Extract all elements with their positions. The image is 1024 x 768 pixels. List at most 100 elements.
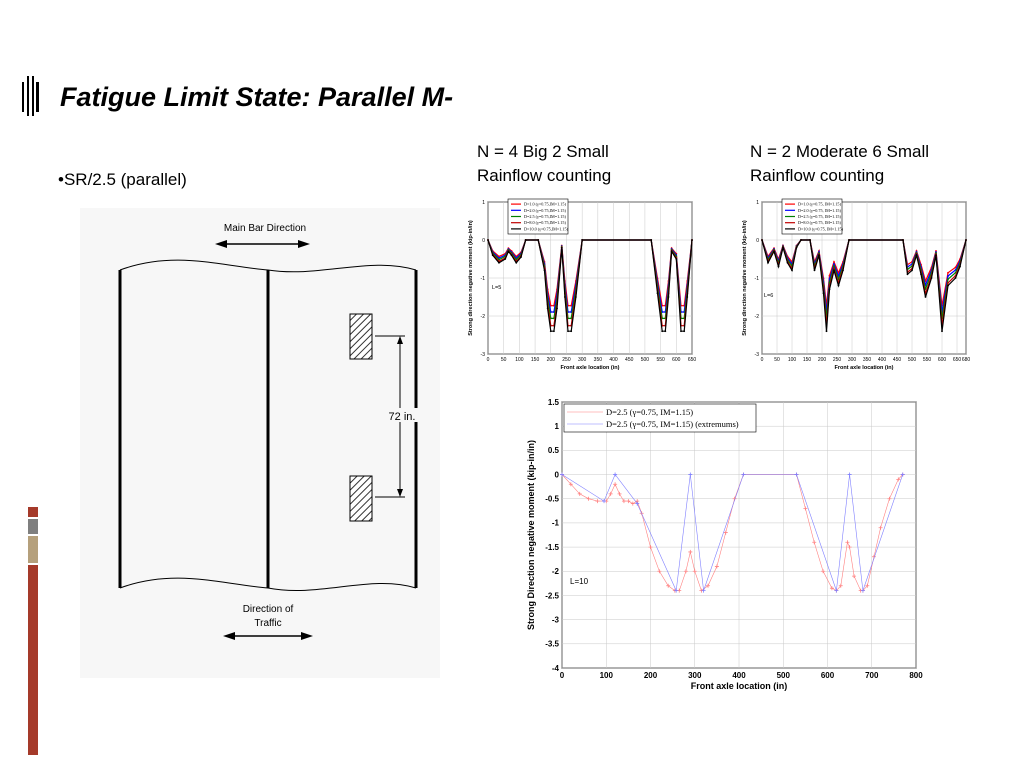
title-bar-ornament xyxy=(22,76,39,116)
y-tick-label: 0.5 xyxy=(548,446,560,455)
series-point xyxy=(777,265,780,268)
x-tick-label: 650 xyxy=(953,357,962,363)
series-point xyxy=(812,540,817,545)
y-tick-label: -1.5 xyxy=(545,543,559,552)
accent-block-2 xyxy=(28,519,38,534)
series-point xyxy=(586,496,591,501)
series-point xyxy=(553,330,555,333)
y-tick-label: -2 xyxy=(481,314,486,320)
series-point xyxy=(621,499,626,504)
y-tick-label: -0.5 xyxy=(545,495,559,504)
series-point xyxy=(688,549,693,554)
series-point xyxy=(791,269,793,272)
series-point xyxy=(847,472,852,477)
x-tick-label: 350 xyxy=(594,357,603,363)
series-point xyxy=(667,296,670,298)
y-tick-label: -3 xyxy=(552,615,560,624)
series-point xyxy=(845,540,850,545)
series-point xyxy=(487,239,489,241)
x-tick-label: 100 xyxy=(788,357,797,363)
series-point xyxy=(714,564,719,569)
x-tick-label: 350 xyxy=(863,357,872,363)
series-point xyxy=(664,330,667,333)
series-point xyxy=(537,239,540,241)
main-bar-direction-label: Main Bar Direction xyxy=(224,223,306,234)
series-point xyxy=(833,265,835,268)
series-point xyxy=(683,569,688,574)
series-point xyxy=(813,269,816,272)
y-tick-label: 1 xyxy=(555,422,560,431)
series-point xyxy=(947,275,949,277)
legend-entry: D=10.0 (γ=0.75, IM=1.15) xyxy=(798,226,844,232)
series-point xyxy=(567,330,569,333)
series-point xyxy=(670,250,673,253)
series-point xyxy=(549,330,552,333)
series-point xyxy=(581,239,584,241)
series-point xyxy=(741,472,746,477)
series-point xyxy=(675,258,678,260)
caption-right-line-2: Rainflow counting xyxy=(750,166,885,185)
x-tick-label: 550 xyxy=(923,357,932,363)
series-point xyxy=(809,239,811,241)
chart-l10: 0 100 200 300 400 500 600 700 800 1.5 1 0.5 0 -0.5 -1 -… xyxy=(526,398,923,691)
chart-legend: D=2.5 (γ=0.75, IM=1.15) D=2.5 (γ=0.75, IM… xyxy=(563,403,757,433)
traffic-label-line-2: Traffic xyxy=(254,618,281,629)
series-point xyxy=(546,307,549,310)
series-point xyxy=(648,545,653,550)
x-tick-label: 600 xyxy=(821,671,835,680)
x-axis-label: Front axle location (in) xyxy=(691,681,788,691)
x-tick-label: 550 xyxy=(656,357,665,363)
x-tick-label: 200 xyxy=(818,357,827,363)
slide-title: Fatigue Limit State: Parallel M- xyxy=(60,82,454,112)
series-point xyxy=(965,239,967,241)
caption-left-line-2: Rainflow counting xyxy=(477,166,612,185)
series-point xyxy=(613,472,618,477)
series-point xyxy=(706,583,711,588)
series-point xyxy=(595,499,600,504)
series-point xyxy=(602,499,607,504)
series-point xyxy=(674,588,679,593)
series-point xyxy=(657,569,662,574)
y-axis-label: Strong Direction negative moment (kip-in… xyxy=(526,440,536,630)
series-point xyxy=(510,254,513,257)
chart-l5: 0 50 100 150 200 250 300 350 400 450 500 550 600 650 1… xyxy=(468,198,696,371)
main-bar-arrow xyxy=(215,240,310,248)
series-point xyxy=(847,545,852,550)
series-point xyxy=(947,278,949,281)
x-tick-label: 200 xyxy=(644,671,658,680)
legend-entry: D=2.5 (γ=0.75, IM=1.15) (extremums) xyxy=(606,419,739,429)
series-point xyxy=(507,250,510,253)
x-tick-label: 300 xyxy=(578,357,587,363)
x-tick-label: 200 xyxy=(547,357,556,363)
series-point xyxy=(822,292,825,295)
series-point xyxy=(556,307,558,310)
x-tick-label: 600 xyxy=(672,357,681,363)
series-point xyxy=(860,588,865,593)
series-point xyxy=(829,586,834,591)
chart-legend: D=1.0 (γ=0.75, IM=1.15)D=2.0 (γ=0.75, IM… xyxy=(781,198,844,235)
series-point xyxy=(767,261,769,264)
series-point xyxy=(635,501,640,506)
series-point xyxy=(947,271,949,274)
series-line xyxy=(761,239,967,332)
legend-entry: D=2.5 (γ=0.75,IM=1.15) xyxy=(524,214,566,220)
series-point xyxy=(701,588,706,593)
series-point xyxy=(786,261,789,264)
series-point xyxy=(834,588,839,593)
series-point xyxy=(930,277,933,279)
series-point xyxy=(794,472,799,477)
x-tick-label: 450 xyxy=(893,357,902,363)
x-tick-label: 100 xyxy=(600,671,614,680)
bullet-text: •SR/2.5 (parallel) xyxy=(58,170,187,189)
series-point xyxy=(821,569,826,574)
accent-stripe xyxy=(28,507,38,755)
traffic-label-line-1: Direction of xyxy=(243,604,294,615)
accent-block-1 xyxy=(28,507,38,517)
x-tick-label: 300 xyxy=(688,671,702,680)
series-point xyxy=(491,254,494,257)
series-point xyxy=(577,491,582,496)
series-point xyxy=(911,269,913,272)
y-tick-label: -4 xyxy=(552,664,560,673)
series-point xyxy=(902,239,904,241)
series-point xyxy=(574,296,577,298)
